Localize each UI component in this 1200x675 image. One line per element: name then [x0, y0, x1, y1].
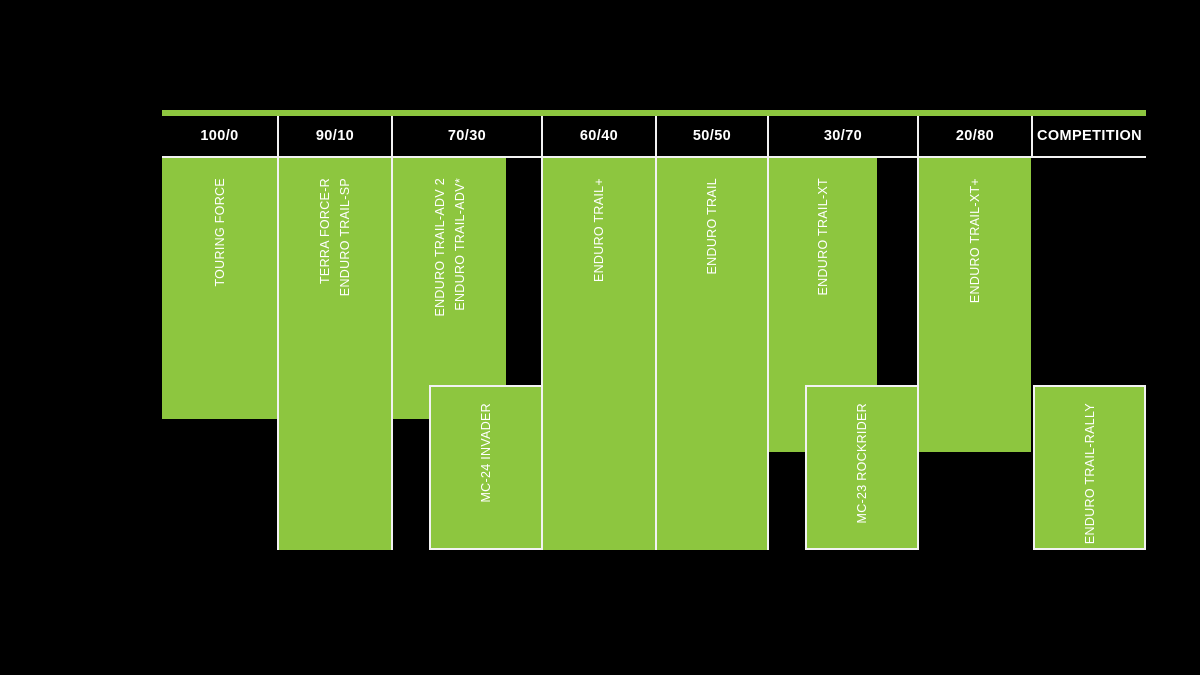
column-header-20-80: 20/80	[955, 128, 995, 144]
column-header-90-10: 90/10	[315, 128, 355, 144]
bar-label: ENDURO TRAIL-XT+	[968, 178, 982, 304]
column-separator	[655, 116, 657, 550]
bar-label: ENDURO TRAIL	[705, 178, 719, 275]
bar-label: ENDURO TRAIL+	[592, 178, 606, 283]
column-separator	[917, 116, 919, 550]
bar-label: MC-24 INVADER	[479, 403, 493, 503]
header-underline	[162, 156, 1146, 158]
column-separator	[1031, 116, 1033, 158]
bar-label: ENDURO TRAIL-SP	[338, 178, 352, 297]
column-header-competition: COMPETITION	[1036, 128, 1143, 144]
column-separator	[541, 116, 543, 550]
bar-label: ENDURO TRAIL-ADV 2	[432, 178, 447, 317]
bar-enduro-trail-plus: ENDURO TRAIL+	[543, 158, 655, 550]
bar-label: ENDURO TRAIL-RALLY	[1082, 403, 1097, 545]
column-separator	[277, 116, 279, 550]
bar-enduro-trail-rally: ENDURO TRAIL-RALLY	[1033, 385, 1146, 550]
bar-label: TERRA FORCE-R	[318, 178, 332, 284]
bar-enduro-trail-xt-plus: ENDURO TRAIL-XT+	[919, 158, 1031, 452]
accent-line	[162, 110, 1146, 116]
bar-terra-force-r: TERRA FORCE-R ENDURO TRAIL-SP	[279, 158, 391, 550]
bar-enduro-trail-adv: ENDURO TRAIL-ADV 2 ENDURO TRAIL-ADV*	[393, 158, 506, 419]
column-header-50-50: 50/50	[692, 128, 732, 144]
column-header-70-30: 70/30	[447, 128, 487, 144]
bar-mc-24-invader: MC-24 INVADER	[429, 385, 541, 550]
bar-mc-23-rockrider: MC-23 ROCKRIDER	[805, 385, 917, 550]
bar-label: TOURING FORCE	[212, 178, 227, 287]
column-separator	[391, 116, 393, 550]
bar-touring-force: TOURING FORCE	[162, 158, 277, 419]
bar-label: MC-23 ROCKRIDER	[855, 403, 869, 524]
column-header-60-40: 60/40	[579, 128, 619, 144]
column-header-100-0: 100/0	[200, 128, 239, 144]
bar-label: ENDURO TRAIL-ADV*	[452, 178, 467, 311]
column-separator	[767, 116, 769, 550]
column-header-30-70: 30/70	[823, 128, 863, 144]
bar-enduro-trail: ENDURO TRAIL	[657, 158, 767, 550]
bar-label: ENDURO TRAIL-XT	[816, 178, 830, 296]
